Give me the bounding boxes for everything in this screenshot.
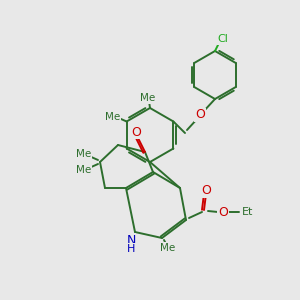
Text: O: O	[131, 125, 141, 139]
Text: O: O	[201, 184, 211, 197]
Text: H: H	[127, 244, 135, 254]
Text: Me: Me	[160, 243, 175, 253]
Text: Me: Me	[105, 112, 120, 122]
Text: Me: Me	[76, 149, 92, 159]
Text: N: N	[126, 233, 136, 247]
Text: Cl: Cl	[218, 34, 228, 44]
Text: O: O	[195, 109, 205, 122]
Text: Me: Me	[140, 93, 156, 103]
Text: Me: Me	[76, 165, 92, 175]
Text: Et: Et	[242, 207, 254, 217]
Text: O: O	[218, 206, 228, 218]
